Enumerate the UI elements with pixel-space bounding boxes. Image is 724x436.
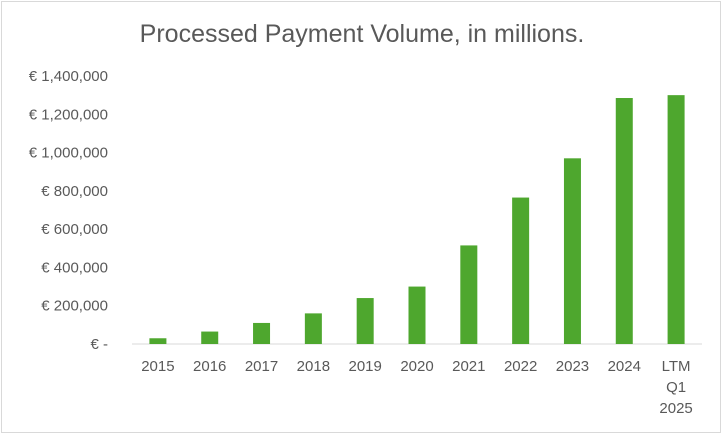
bar (408, 286, 426, 344)
y-tick-label: € 400,000 (41, 259, 108, 276)
x-tick-label: 2015 (141, 358, 174, 375)
bar (201, 331, 219, 344)
bar (615, 98, 633, 344)
x-tick-label: LTM Q1 2025 (659, 358, 692, 417)
x-tick-label: 2023 (556, 358, 589, 375)
y-tick-label: € 1,000,000 (29, 145, 108, 162)
bar (512, 197, 530, 344)
bar (149, 338, 167, 344)
bar (253, 322, 271, 344)
y-tick-label: € 200,000 (41, 298, 108, 315)
y-tick-label: € 800,000 (41, 183, 108, 200)
x-tick-label: 2016 (193, 358, 226, 375)
bar (563, 158, 581, 344)
x-tick-label: 2022 (504, 358, 537, 375)
x-tick-label: 2017 (245, 358, 278, 375)
y-tick-label: € 1,400,000 (29, 68, 108, 85)
y-tick-label: € - (90, 336, 108, 353)
y-tick-label: € 1,200,000 (29, 106, 108, 123)
bar (667, 95, 685, 345)
x-tick-label: 2021 (452, 358, 485, 375)
x-tick-label: 2018 (297, 358, 330, 375)
chart-title: Processed Payment Volume, in millions. (139, 20, 585, 48)
x-tick-label: 2020 (400, 358, 433, 375)
bar (356, 298, 374, 344)
y-tick-label: € 600,000 (41, 221, 108, 238)
bar (304, 313, 322, 344)
bar (460, 245, 478, 344)
x-tick-label: 2024 (608, 358, 641, 375)
x-tick-label: 2019 (348, 358, 381, 375)
